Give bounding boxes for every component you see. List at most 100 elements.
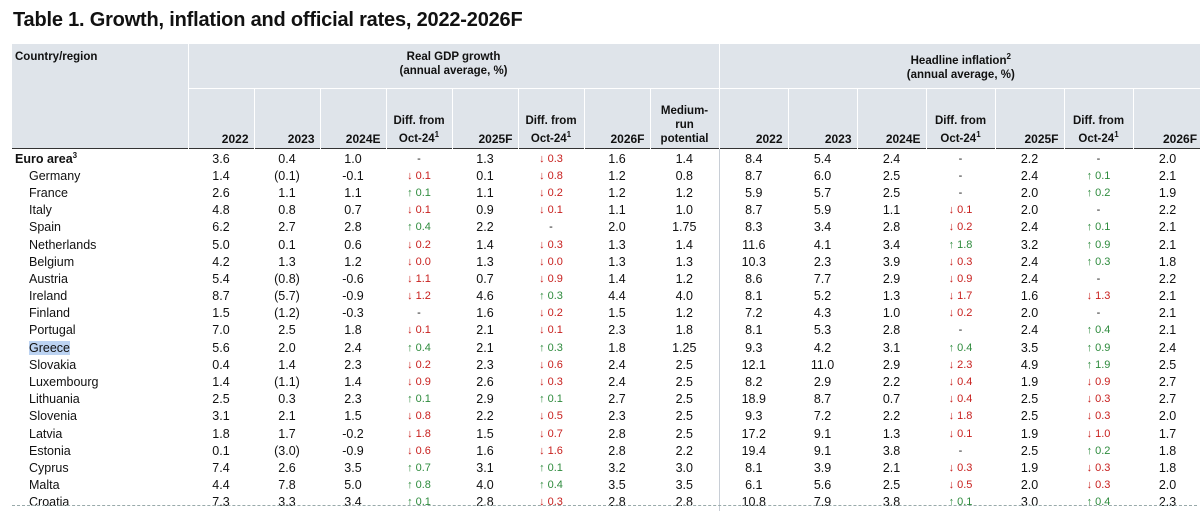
country-name-cell: Luxembourg <box>12 373 188 390</box>
value-cell: 3.3 <box>278 495 296 510</box>
value-cell: 3.4 <box>882 237 901 252</box>
value-cell: 7.8 <box>278 478 296 493</box>
value-cell: 5.4 <box>212 271 230 286</box>
value-cell: 1.4 <box>675 237 693 252</box>
country-name[interactable]: Slovakia <box>29 357 77 372</box>
diff-cell: ↓ 0.9 <box>539 272 563 285</box>
diff-cell: ↑ 0.4 <box>407 221 431 234</box>
country-name[interactable]: Germany <box>29 168 81 183</box>
value-cell: 4.1 <box>813 237 832 252</box>
value-cell: 2.0 <box>1133 148 1200 168</box>
value-cell: 5.0 <box>344 478 362 493</box>
country-name[interactable]: Portugal <box>29 323 76 338</box>
diff-cell: ↓ 0.1 <box>948 427 973 440</box>
diff-cell: - <box>958 186 963 199</box>
value-cell: 5.7 <box>813 185 832 200</box>
value-cell: 2.5 <box>882 478 901 493</box>
country-name[interactable]: Estonia <box>29 443 71 458</box>
value-cell: 1.4 <box>650 148 720 168</box>
value-cell: 2.0 <box>278 340 296 355</box>
value-cell: 1.0 <box>675 203 693 218</box>
diff-cell: ↓ 0.1 <box>539 324 563 337</box>
country-name[interactable]: France <box>29 185 68 200</box>
diff-cell: ↓ 0.2 <box>539 307 563 320</box>
table-row: Cyprus 7.4 2.6 3.5 ↑ 0.7 3.1 ↑ 0.1 3.2 3.0 8.1 3.9… <box>12 459 1200 477</box>
diff-cell: - <box>386 148 452 168</box>
value-cell: 1.2 <box>344 254 362 269</box>
table-title: Table 1. Growth, inflation and official … <box>13 9 523 31</box>
value-cell: 3.6 <box>188 148 254 168</box>
value-cell: 1.1 <box>476 185 494 200</box>
diff-cell: ↓ 1.0 <box>1086 427 1111 440</box>
diff-cell: ↓ 1.2 <box>407 290 431 303</box>
country-name-cell: Malta <box>12 477 188 494</box>
table-row: Euro area3 3.6 0.4 1.0-1.3 ↓ 0.3 1.6 1.4 8.4 5.4… <box>12 148 1200 168</box>
diff-cell: ↑ 0.1 <box>948 496 973 509</box>
value-cell: 9.3 <box>718 339 789 357</box>
country-name[interactable]: Belgium <box>29 254 75 269</box>
diff-cell: - <box>1064 148 1134 168</box>
value-cell: 1.3 <box>476 254 494 269</box>
value-cell: 0.8 <box>675 168 693 183</box>
table-row: Malta 4.4 7.8 5.0 ↑ 0.8 4.0 ↑ 0.4 3.5 3.5 6.1 5.6 2… <box>12 476 1200 494</box>
table-row: Portugal 7.0 2.5 1.8 ↓ 0.1 2.1 ↓ 0.1 2.3 1.8 8.1 5… <box>12 321 1200 340</box>
country-name[interactable]: Croatia <box>29 495 70 510</box>
diff-cell: ↓ 0.9 <box>1086 376 1111 389</box>
value-cell: 1.6 <box>476 306 494 321</box>
col-medium-run-potential: Medium-run potential <box>649 88 720 149</box>
country-name[interactable]: Italy <box>29 203 52 218</box>
country-name[interactable]: Lithuania <box>29 392 80 407</box>
country-name[interactable]: Euro area <box>15 152 73 167</box>
value-cell: 2.1 <box>1158 168 1177 183</box>
country-name-cell: Estonia <box>12 442 188 459</box>
value-cell: 1.3 <box>882 289 901 304</box>
country-name[interactable]: Austria <box>29 271 68 286</box>
table-row: Greece 5.6 2.0 2.4 ↑ 0.4 2.1 ↑ 0.3 1.8 1.25 9.3 4.… <box>12 339 1200 357</box>
value-cell: 2.0 <box>1158 478 1177 493</box>
value-cell: 5.3 <box>813 323 832 338</box>
value-cell: 2.3 <box>608 409 626 424</box>
country-name[interactable]: Cyprus <box>29 460 69 475</box>
value-cell: 4.0 <box>675 289 693 304</box>
value-cell: 5.9 <box>813 203 832 218</box>
value-cell: 0.7 <box>476 271 494 286</box>
diff-cell: ↓ 0.4 <box>948 393 973 406</box>
value-cell: 8.1 <box>718 287 789 305</box>
value-cell: 8.7 <box>718 201 789 219</box>
value-cell: 1.3 <box>675 254 693 269</box>
value-cell: -0.2 <box>342 426 364 441</box>
col-infl-2022: 2022 <box>718 88 789 149</box>
value-cell: 3.8 <box>882 495 901 510</box>
country-name[interactable]: Finland <box>29 306 70 321</box>
country-name[interactable]: Spain <box>29 220 61 235</box>
diff-cell: ↓ 0.3 <box>539 376 563 389</box>
diff-cell: ↓ 0.9 <box>948 272 973 285</box>
diff-cell: ↓ 1.6 <box>539 444 563 457</box>
diff-cell: ↑ 0.1 <box>1086 169 1111 182</box>
diff-cell: ↑ 1.8 <box>948 238 973 251</box>
country-name[interactable]: Greece <box>29 340 70 355</box>
country-name[interactable]: Luxembourg <box>29 375 99 390</box>
data-table-container: Country/region Real GDP growth (annual a… <box>12 44 1200 511</box>
country-name[interactable]: Netherlands <box>29 237 97 252</box>
country-name[interactable]: Latvia <box>29 426 63 441</box>
value-cell: (1.2) <box>274 306 300 321</box>
value-cell: 1.2 <box>675 271 693 286</box>
value-cell: 2.1 <box>1158 220 1177 235</box>
col-gdp-2022: 2022 <box>187 88 254 149</box>
value-cell: 0.4 <box>212 357 230 372</box>
table-row: Luxembourg 1.4 (1.1) 1.4 ↓ 0.9 2.6 ↓ 0.3 2.4 2.5… <box>12 373 1200 391</box>
value-cell: 2.5 <box>1158 357 1177 372</box>
diff-cell: ↑ 0.3 <box>1086 255 1111 268</box>
table-row: Belgium 4.2 1.3 1.2 ↓ 0.0 1.3 ↓ 0.0 1.3 1.3 10.3 2… <box>12 253 1200 271</box>
value-cell: 5.4 <box>788 148 858 168</box>
country-name[interactable]: Ireland <box>29 289 68 304</box>
country-name[interactable]: Malta <box>29 478 60 493</box>
country-name[interactable]: Slovenia <box>29 409 77 424</box>
value-cell: 0.4 <box>254 148 320 168</box>
diff-cell: ↑ 0.9 <box>1086 341 1111 354</box>
value-cell: 1.8 <box>1158 460 1177 475</box>
value-cell: 4.0 <box>476 478 494 493</box>
country-region-header: Country/region <box>12 44 188 149</box>
country-name-cell: Germany <box>12 167 188 184</box>
